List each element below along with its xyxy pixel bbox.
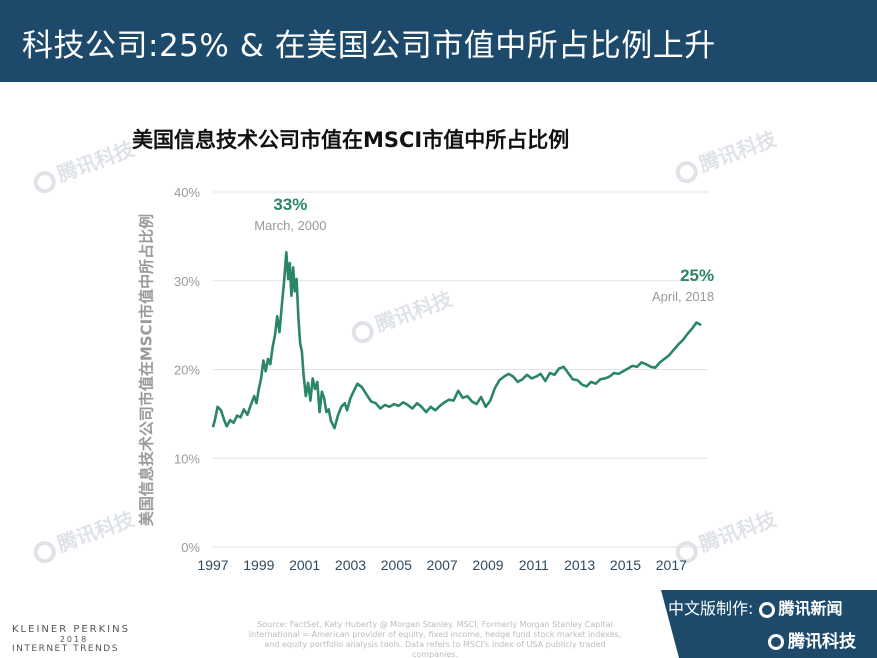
x-tick-label: 2017 — [656, 557, 687, 573]
series-line — [211, 251, 702, 430]
x-tick-label: 1999 — [243, 557, 274, 573]
logo-line2: 2018 — [59, 635, 89, 644]
credit-brand-tech: 腾讯科技 — [788, 632, 856, 652]
x-tick-label: 2003 — [335, 557, 366, 573]
y-tick-label: 30% — [174, 274, 200, 289]
annotation-label: April, 2018 — [652, 289, 714, 304]
x-tick-label: 2005 — [381, 557, 412, 573]
page-title: 科技公司:25% & 在美国公司市值中所占比例上升 — [22, 28, 716, 64]
logo-line1: KLEINER PERKINS — [12, 624, 130, 635]
credit-brand-line: 腾讯科技 — [768, 627, 856, 652]
x-tick-label: 2001 — [289, 557, 320, 573]
credit-line: 中文版制作: 腾讯新闻 — [668, 595, 843, 619]
chart-title: 美国信息技术公司市值在MSCI市值中所占比例 — [132, 128, 570, 152]
y-tick-label: 10% — [174, 451, 200, 466]
y-tick-label: 0% — [181, 540, 200, 555]
annotation-value: 25% — [680, 266, 714, 285]
source-note: Source: FactSet, Katy Huberty @ Morgan S… — [248, 620, 622, 658]
tencent-news-icon — [758, 601, 775, 618]
tencent-tech-icon — [768, 634, 784, 650]
annotation-value: 33% — [273, 195, 307, 214]
credit-label: 中文版制作: — [668, 599, 754, 618]
header-bar: 科技公司:25% & 在美国公司市值中所占比例上升 — [0, 0, 877, 82]
annotation-label: March, 2000 — [254, 218, 326, 233]
y-tick-label: 20% — [174, 363, 200, 378]
x-tick-label: 2015 — [610, 557, 641, 573]
x-tick-label: 2007 — [427, 557, 458, 573]
x-tick-label: 2011 — [519, 557, 549, 573]
x-tick-label: 2013 — [564, 557, 595, 573]
y-tick-label: 40% — [174, 185, 200, 200]
credit-brand-news: 腾讯新闻 — [778, 599, 843, 618]
x-tick-label: 1997 — [197, 557, 228, 573]
logo-line3: INTERNET TRENDS — [12, 644, 119, 654]
kpcb-logo: KLEINER PERKINS 2018 INTERNET TRENDS — [12, 624, 136, 654]
x-tick-label: 2009 — [472, 557, 503, 573]
